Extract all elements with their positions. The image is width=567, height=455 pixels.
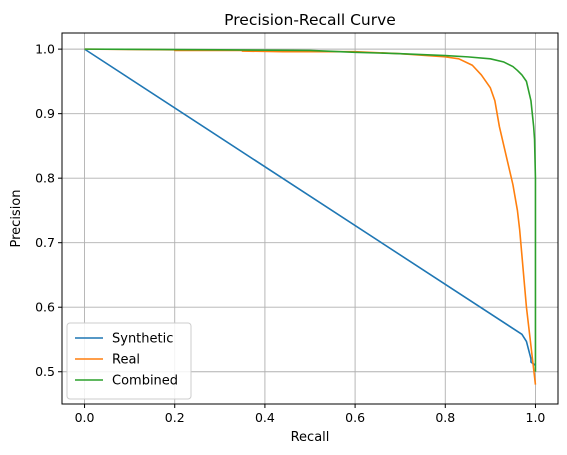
x-tick-label: 0.0: [75, 410, 95, 425]
axes-frame: [61, 32, 559, 405]
x-tick-label: 0.8: [435, 410, 455, 425]
legend-label: Combined: [112, 374, 178, 389]
y-tick-label: 0.6: [35, 300, 55, 315]
y-axis-ticks: 0.5 0.6 0.7 0.8 0.9 1.0: [35, 42, 62, 379]
x-tick-label: 0.2: [165, 410, 185, 425]
x-axis-ticks: 0.0 0.2 0.4 0.6 0.8 1.0: [75, 404, 546, 425]
x-tick-label: 1.0: [526, 410, 546, 425]
x-tick-label: 0.6: [345, 410, 365, 425]
chart-title: Precision-Recall Curve: [224, 11, 396, 29]
y-tick-label: 1.0: [35, 42, 55, 57]
y-tick-label: 0.9: [35, 106, 55, 121]
legend: Synthetic Real Combined: [66, 322, 192, 400]
series-line-real: [84, 48, 537, 385]
y-tick-label: 0.5: [35, 364, 55, 379]
y-tick-label: 0.7: [35, 235, 55, 250]
series-line-combined: [84, 48, 537, 372]
y-tick-label: 0.8: [35, 171, 55, 186]
series-line-synthetic: [84, 48, 536, 366]
series-lines: [84, 48, 537, 385]
legend-label: Synthetic: [112, 332, 173, 347]
y-axis-title: Precision: [9, 189, 24, 247]
x-tick-label: 0.4: [255, 410, 275, 425]
x-axis-title: Recall: [291, 430, 330, 445]
legend-label: Real: [112, 353, 140, 368]
